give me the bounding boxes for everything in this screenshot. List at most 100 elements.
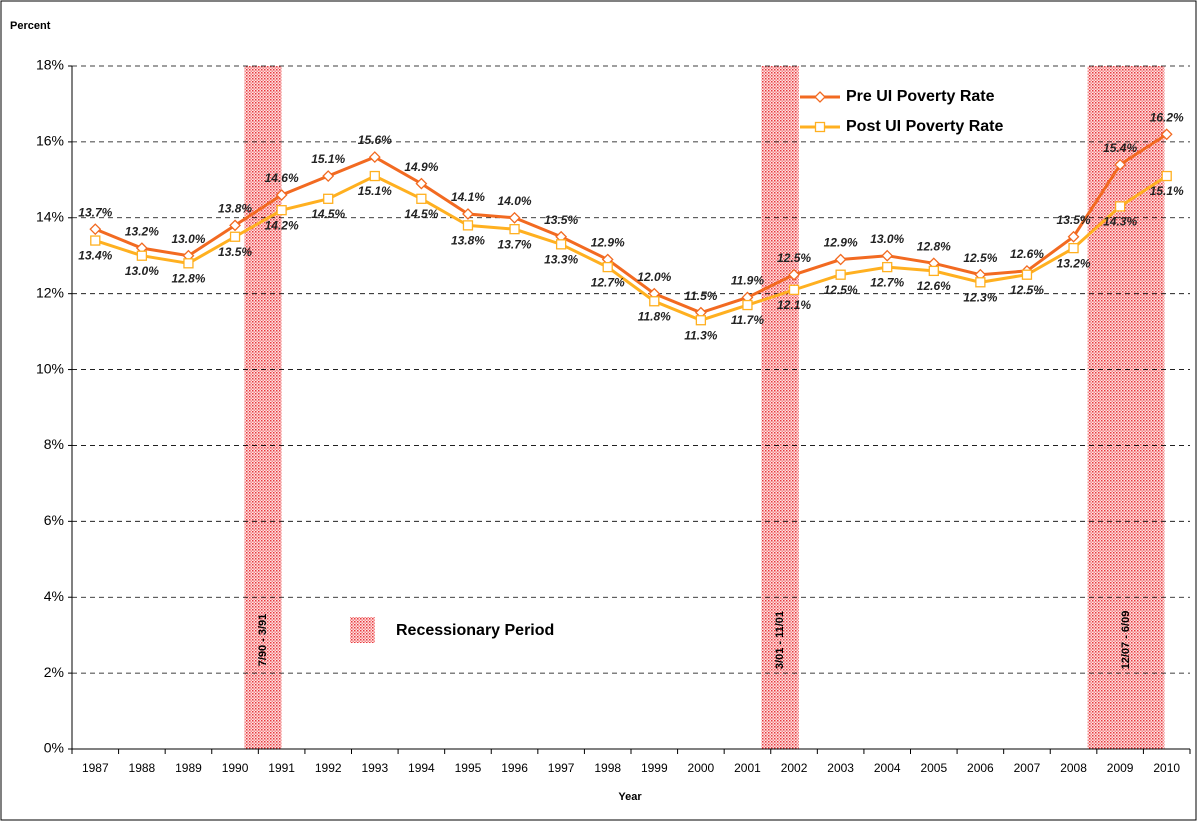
y-tick-label: 16% (36, 133, 64, 149)
marker (602, 261, 613, 273)
x-tick-label: 2008 (1060, 761, 1087, 775)
marker (462, 220, 474, 231)
x-tick-label: 2002 (781, 761, 808, 775)
data-label: 15.6% (358, 133, 392, 147)
data-label: 12.3% (963, 290, 997, 304)
x-tick-label: 1999 (641, 761, 668, 775)
y-tick-label: 0% (44, 740, 64, 756)
x-tick-label: 2010 (1153, 761, 1180, 775)
marker (276, 205, 287, 216)
x-tick-label: 1987 (82, 761, 109, 775)
marker (649, 296, 660, 307)
marker (882, 261, 893, 273)
marker (508, 211, 521, 224)
recession-band (1087, 66, 1165, 749)
marker (323, 193, 334, 204)
x-tick-label: 1988 (129, 761, 156, 775)
data-label: 12.5% (777, 251, 811, 265)
data-label: 12.8% (917, 239, 951, 253)
x-tick-label: 1991 (268, 761, 295, 775)
marker (1067, 230, 1080, 243)
x-tick-label: 1993 (361, 761, 388, 775)
data-label: 12.1% (777, 298, 811, 312)
x-tick-label: 2004 (874, 761, 901, 775)
marker (1114, 201, 1126, 212)
data-label: 12.7% (870, 275, 904, 289)
recession-label: 12/07 - 6/09 (1120, 611, 1132, 670)
x-tick-label: 1992 (315, 761, 342, 775)
marker (814, 91, 826, 103)
data-label: 13.5% (1057, 213, 1091, 227)
marker (742, 299, 753, 311)
y-tick-label: 8% (44, 436, 64, 452)
marker (834, 253, 847, 266)
marker (136, 250, 148, 261)
marker (416, 193, 427, 204)
data-label: 12.9% (824, 236, 858, 250)
marker (89, 223, 102, 236)
marker (788, 284, 800, 296)
data-label: 11.7% (731, 313, 764, 327)
marker (1160, 128, 1173, 141)
chart-border (0, 0, 1197, 821)
data-label: 12.5% (1010, 283, 1044, 297)
x-tick-label: 1995 (455, 761, 482, 775)
marker (928, 265, 939, 277)
series-line (94, 174, 1168, 322)
recession-label: 3/01 - 11/01 (774, 611, 786, 669)
y-tick-label: 12% (36, 284, 64, 300)
marker (1114, 158, 1127, 171)
data-label: 15.1% (1150, 184, 1184, 198)
legend-swatch (350, 617, 375, 643)
legend-label: Recessionary Period (396, 622, 554, 639)
data-label: 13.3% (544, 253, 578, 267)
data-label: 13.4% (78, 249, 112, 263)
marker (881, 249, 894, 262)
y-tick-label: 10% (36, 360, 64, 376)
x-tick-label: 1989 (175, 761, 202, 775)
marker (415, 177, 428, 190)
data-label: 11.3% (684, 328, 717, 342)
marker (462, 208, 474, 220)
recession-band (244, 66, 282, 749)
x-tick-label: 2001 (734, 761, 761, 775)
data-label: 12.6% (1010, 247, 1044, 261)
data-label: 13.0% (870, 232, 904, 246)
series-line (94, 133, 1168, 315)
data-label: 12.7% (591, 275, 625, 289)
marker (1068, 242, 1079, 254)
marker (835, 269, 846, 280)
y-tick-label: 6% (44, 512, 64, 528)
data-label: 13.7% (498, 237, 532, 251)
data-label: 14.5% (404, 207, 438, 221)
data-label: 13.5% (544, 213, 578, 227)
marker (369, 170, 380, 182)
marker (1161, 170, 1172, 182)
data-label: 14.5% (311, 207, 345, 221)
recession-label: 7/90 - 3/91 (257, 614, 269, 667)
marker (555, 239, 567, 250)
x-tick-label: 1994 (408, 761, 435, 775)
data-label: 12.5% (963, 251, 997, 265)
x-axis-label: Year (618, 791, 642, 803)
data-label: 12.5% (824, 283, 858, 297)
marker (90, 235, 101, 246)
legend-label: Post UI Poverty Rate (846, 118, 1003, 135)
y-tick-label: 14% (36, 208, 64, 224)
x-tick-label: 2000 (688, 761, 715, 775)
marker (322, 170, 335, 182)
legend-label: Pre UI Poverty Rate (846, 88, 995, 105)
data-label: 11.8% (638, 309, 671, 323)
marker (368, 151, 381, 163)
marker (183, 258, 194, 269)
marker (1021, 269, 1033, 280)
data-label: 13.2% (1057, 256, 1091, 270)
marker (788, 268, 800, 281)
y-tick-label: 18% (36, 57, 64, 73)
marker (275, 189, 288, 201)
data-label: 13.8% (218, 202, 252, 216)
x-tick-label: 2003 (827, 761, 854, 775)
marker (229, 231, 241, 242)
data-label: 14.6% (265, 171, 299, 185)
